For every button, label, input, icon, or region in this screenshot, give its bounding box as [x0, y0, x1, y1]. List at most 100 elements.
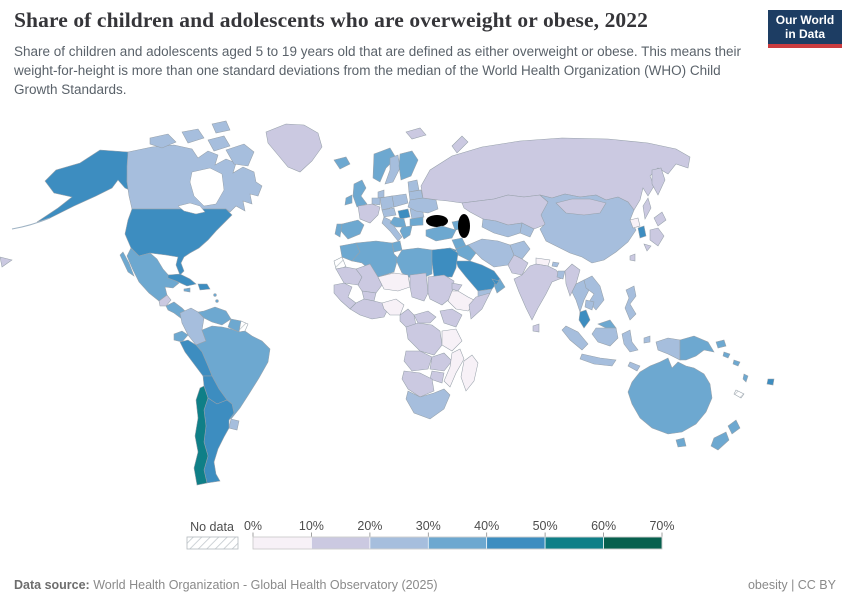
country-bhutan[interactable] [551, 261, 560, 268]
country-sudan[interactable] [427, 274, 455, 306]
country-kenya-uganda[interactable] [439, 308, 463, 328]
country-south-africa[interactable] [405, 388, 451, 420]
legend-swatch-30-40[interactable] [427, 536, 488, 550]
country-turkey[interactable] [425, 225, 457, 242]
country-vanuatu[interactable] [742, 373, 749, 383]
country-new-zealand-south[interactable] [710, 431, 730, 451]
country-croatia-serbia[interactable] [389, 216, 407, 228]
country-chile[interactable] [193, 385, 209, 486]
country-sri-lanka[interactable] [532, 323, 540, 333]
legend-swatch-20-30[interactable] [369, 536, 429, 550]
country-peru[interactable] [179, 339, 213, 377]
country-ecuador[interactable] [173, 330, 189, 343]
country-ireland[interactable] [344, 194, 353, 206]
country-solomon-islands-1[interactable] [722, 351, 731, 359]
country-spain[interactable] [340, 219, 365, 240]
country-russia-west-edge[interactable] [0, 256, 13, 268]
country-laos-vietnam[interactable] [583, 275, 605, 311]
country-north-korea[interactable] [629, 217, 641, 229]
country-south-korea[interactable] [637, 225, 647, 239]
country-mongolia[interactable] [555, 198, 607, 216]
country-java[interactable] [579, 353, 617, 367]
country-philippines[interactable] [624, 285, 637, 321]
country-finland[interactable] [398, 150, 419, 181]
country-central-african-republic[interactable] [413, 310, 437, 324]
country-tasmania[interactable] [675, 437, 687, 448]
country-lesser-antilles-2[interactable] [215, 299, 219, 303]
country-timor[interactable] [627, 361, 641, 372]
country-novaya-zemlya[interactable] [451, 135, 469, 154]
country-namibia-botswana[interactable] [401, 370, 435, 398]
country-cuba[interactable] [167, 273, 197, 287]
country-india[interactable] [513, 263, 563, 321]
country-poland[interactable] [391, 193, 409, 208]
country-germany[interactable] [379, 195, 395, 211]
country-canada-arctic-2[interactable] [181, 128, 205, 144]
country-sakhalin[interactable] [642, 197, 652, 220]
country-mozambique[interactable] [443, 348, 465, 388]
country-benelux[interactable] [371, 197, 381, 206]
country-bulgaria[interactable] [409, 216, 424, 227]
country-canada-arctic-3[interactable] [207, 135, 231, 152]
country-lesser-antilles-1[interactable] [213, 293, 217, 297]
country-hungary[interactable] [397, 208, 411, 220]
country-cambodia[interactable] [584, 299, 595, 311]
country-portugal[interactable] [334, 223, 343, 238]
country-tunisia[interactable] [391, 240, 403, 253]
country-west-papua[interactable] [655, 337, 681, 361]
country-kyrgyzstan-tajikistan[interactable] [519, 222, 535, 238]
country-japan-hokkaido[interactable] [653, 211, 667, 227]
country-venezuela[interactable] [197, 306, 232, 326]
country-niger[interactable] [377, 272, 411, 292]
country-jamaica[interactable] [183, 287, 191, 293]
country-new-britain[interactable] [715, 339, 727, 349]
license-note[interactable]: obesity | CC BY [747, 578, 836, 592]
legend-swatch-60-70[interactable] [603, 536, 663, 550]
country-taiwan[interactable] [629, 253, 636, 262]
country-dr-congo[interactable] [405, 322, 443, 356]
country-sweden[interactable] [384, 154, 401, 185]
country-baltic-states[interactable] [407, 179, 420, 193]
country-baja-california[interactable] [119, 251, 135, 277]
country-zimbabwe[interactable] [429, 370, 445, 384]
country-japan-honshu[interactable] [649, 227, 665, 247]
legend-swatch-50-60[interactable] [544, 536, 604, 550]
country-argentina[interactable] [203, 397, 235, 484]
country-uae-qatar[interactable] [491, 278, 500, 286]
country-algeria[interactable] [351, 240, 399, 278]
owid-logo[interactable]: Our World in Data [768, 10, 842, 48]
country-senegal-guinea[interactable] [333, 282, 357, 310]
country-madagascar[interactable] [460, 354, 479, 392]
legend-swatch-0-10[interactable] [252, 536, 312, 550]
country-alaska-united-states[interactable] [36, 149, 135, 223]
country-ivory-coast-ghana[interactable] [349, 298, 389, 320]
country-sumatra[interactable] [561, 325, 589, 351]
country-denmark[interactable] [377, 189, 385, 199]
country-papua-new-guinea[interactable] [679, 335, 715, 361]
legend-no-data-swatch[interactable] [186, 536, 239, 550]
country-eritrea[interactable] [451, 282, 463, 292]
country-indonesian-borneo[interactable] [591, 327, 619, 347]
country-canada-arctic-1[interactable] [149, 133, 177, 149]
country-uruguay[interactable] [228, 418, 240, 431]
legend-swatch-10-20[interactable] [311, 536, 371, 550]
country-svalbard[interactable] [405, 127, 427, 140]
country-norway[interactable] [372, 147, 397, 183]
country-bangladesh[interactable] [556, 270, 566, 280]
country-new-zealand-north[interactable] [727, 419, 741, 435]
country-pakistan[interactable] [507, 254, 529, 276]
country-zambia[interactable] [429, 352, 453, 372]
country-new-caledonia[interactable] [733, 389, 745, 399]
country-canada-arctic-4[interactable] [211, 120, 231, 134]
country-iceland[interactable] [333, 156, 351, 170]
country-baffin-island[interactable] [225, 143, 255, 167]
country-solomon-islands-2[interactable] [732, 359, 741, 367]
country-afghanistan[interactable] [509, 240, 531, 260]
country-angola[interactable] [403, 350, 433, 372]
country-greenland[interactable] [265, 123, 323, 173]
country-france[interactable] [357, 203, 381, 224]
country-egypt[interactable] [431, 247, 459, 278]
country-united-kingdom[interactable] [352, 179, 368, 208]
country-somalia[interactable] [468, 292, 491, 320]
legend-swatch-40-50[interactable] [486, 536, 546, 550]
